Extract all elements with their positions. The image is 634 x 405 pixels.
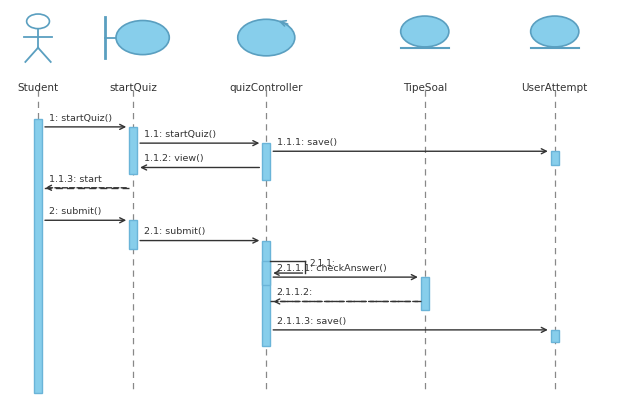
Text: quizController: quizController bbox=[230, 83, 303, 93]
Bar bbox=[262, 241, 270, 346]
Bar bbox=[550, 152, 559, 166]
Text: 1.1.3: start: 1.1.3: start bbox=[48, 174, 101, 183]
Circle shape bbox=[238, 20, 295, 57]
Bar bbox=[262, 144, 270, 180]
Text: 1.1.1: save(): 1.1.1: save() bbox=[276, 138, 337, 147]
Text: Student: Student bbox=[18, 83, 58, 93]
Bar bbox=[129, 128, 138, 174]
Circle shape bbox=[27, 15, 49, 30]
Text: TipeSoal: TipeSoal bbox=[403, 83, 447, 93]
Bar bbox=[550, 330, 559, 342]
Bar bbox=[34, 119, 42, 393]
Circle shape bbox=[531, 17, 579, 48]
Bar bbox=[129, 221, 138, 249]
Bar bbox=[262, 261, 270, 286]
Text: 2.1: submit(): 2.1: submit() bbox=[143, 227, 205, 236]
Bar bbox=[421, 277, 429, 310]
Text: 2.1.1:: 2.1.1: bbox=[309, 258, 335, 267]
Text: 1: startQuiz(): 1: startQuiz() bbox=[48, 113, 112, 122]
Text: startQuiz: startQuiz bbox=[109, 83, 157, 93]
Text: 2: submit(): 2: submit() bbox=[48, 207, 101, 215]
Text: 2.1.1.2:: 2.1.1.2: bbox=[276, 288, 313, 296]
Text: 2.1.1.3: save(): 2.1.1.3: save() bbox=[276, 316, 346, 325]
Text: 1.1.2: view(): 1.1.2: view() bbox=[143, 154, 204, 163]
Text: 1.1: startQuiz(): 1.1: startQuiz() bbox=[143, 130, 216, 139]
Text: 2.1.1.1: checkAnswer(): 2.1.1.1: checkAnswer() bbox=[276, 263, 387, 272]
Circle shape bbox=[116, 21, 169, 55]
Circle shape bbox=[401, 17, 449, 48]
Text: UserAttempt: UserAttempt bbox=[522, 83, 588, 93]
